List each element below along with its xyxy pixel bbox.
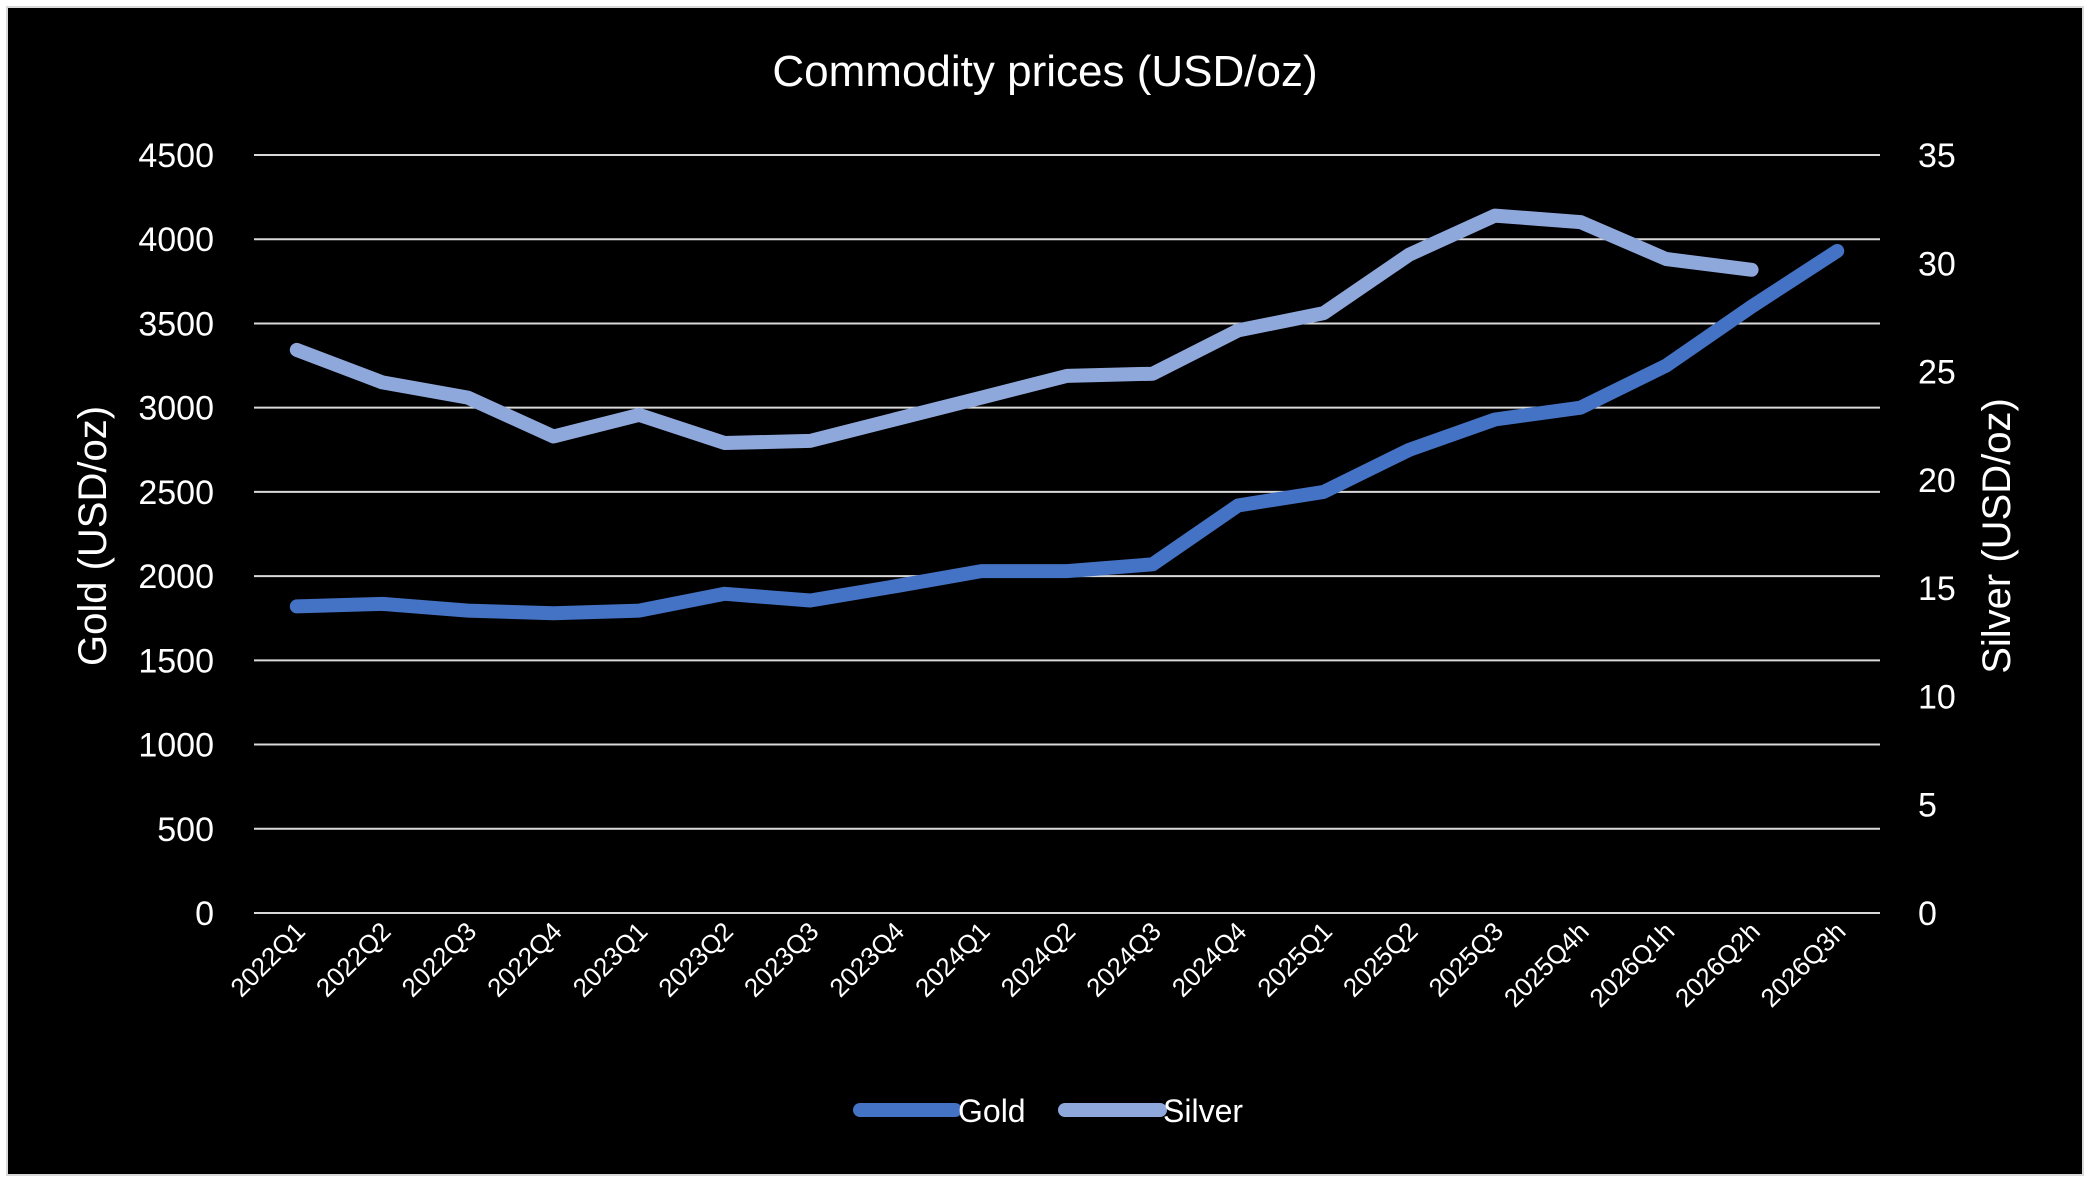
- legend-label-silver: Silver: [1163, 1093, 1243, 1129]
- x-tick-label: 2024Q2: [995, 916, 1082, 1003]
- x-tick-label: 2025Q2: [1337, 916, 1424, 1003]
- x-tick-label: 2022Q4: [481, 916, 568, 1003]
- x-tick-label: 2025Q4h: [1498, 916, 1595, 1013]
- y-axis-left-title: Gold (USD/oz): [71, 406, 115, 666]
- y-left-tick-label: 4000: [138, 221, 214, 259]
- x-tick-label: 2023Q2: [652, 916, 739, 1003]
- y-left-tick-label: 4500: [138, 137, 214, 175]
- series-lines: [289, 208, 1845, 621]
- y-left-tick-label: 500: [157, 811, 214, 849]
- y-right-tick-label: 30: [1918, 245, 1956, 283]
- y-left-tick-label: 0: [195, 895, 214, 933]
- y-left-tick-label: 3000: [138, 390, 214, 428]
- x-tick-label: 2022Q1: [224, 916, 311, 1003]
- x-tick-label: 2022Q3: [396, 916, 483, 1003]
- gridlines: [254, 154, 1880, 914]
- y-right-tick-label: 35: [1918, 137, 1956, 175]
- y-left-tick-label: 2000: [138, 558, 214, 596]
- x-tick-label: 2026Q1h: [1583, 916, 1680, 1013]
- x-tick-label: 2024Q1: [909, 916, 996, 1003]
- x-tick-label: 2025Q3: [1422, 916, 1509, 1003]
- legend: Gold Silver: [853, 1093, 1243, 1129]
- x-tick-label: 2023Q1: [567, 916, 654, 1003]
- y-left-tick-label: 3500: [138, 305, 214, 343]
- y-right-tick-label: 15: [1918, 570, 1956, 608]
- chart-frame: [6, 6, 2084, 1176]
- x-tick-label: 2025Q1: [1251, 916, 1338, 1003]
- series-line-gold: [289, 244, 1845, 621]
- y-right-tick-label: 20: [1918, 462, 1956, 500]
- x-tick-label: 2026Q2h: [1669, 916, 1766, 1013]
- y-right-tick-label: 5: [1918, 787, 1937, 825]
- x-axis-ticks: 2022Q12022Q22022Q32022Q42023Q12023Q22023…: [224, 916, 1851, 1013]
- y-right-tick-label: 25: [1918, 354, 1956, 392]
- chart-title: Commodity prices (USD/oz): [772, 47, 1317, 96]
- left-axis-ticks: 0 500 1000 1500 2000 2500 3000 3500 4000 4500: [138, 137, 214, 933]
- right-axis-ticks: 0 5 10 15 20 25 30 35: [1918, 137, 1956, 933]
- x-tick-label: 2022Q2: [310, 916, 397, 1003]
- y-axis-right-title: Silver (USD/oz): [1975, 398, 2019, 674]
- x-tick-label: 2023Q3: [738, 916, 825, 1003]
- x-tick-label: 2023Q4: [823, 916, 910, 1003]
- x-tick-label: 2026Q3h: [1755, 916, 1852, 1013]
- y-left-tick-label: 1500: [138, 642, 214, 680]
- series-line-silver: [289, 208, 1759, 450]
- x-tick-label: 2024Q4: [1166, 916, 1253, 1003]
- y-left-tick-label: 1000: [138, 727, 214, 765]
- legend-label-gold: Gold: [958, 1093, 1026, 1129]
- y-right-tick-label: 10: [1918, 678, 1956, 716]
- y-left-tick-label: 2500: [138, 474, 214, 512]
- x-tick-label: 2024Q3: [1080, 916, 1167, 1003]
- y-right-tick-label: 0: [1918, 895, 1937, 933]
